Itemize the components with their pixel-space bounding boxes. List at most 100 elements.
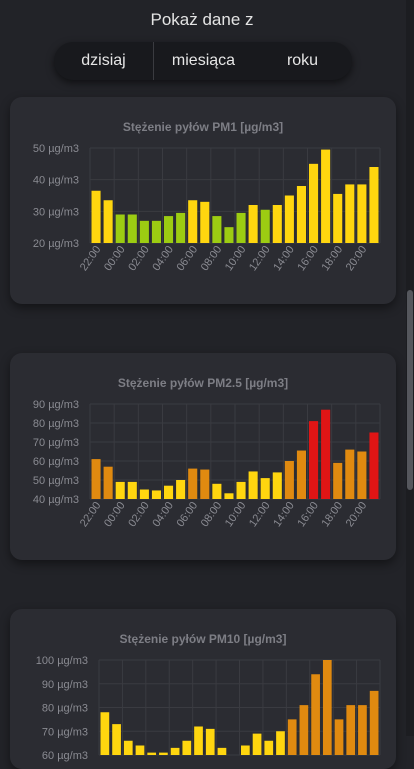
bar-pm10-5[interactable]: [159, 752, 168, 755]
bar-pm1-21[interactable]: [345, 184, 355, 243]
bar-pm25-15[interactable]: [272, 472, 282, 499]
chart-card-pm1: Stężenie pyłów PM1 [µg/m3] 20 µg/m3 30 µg/…: [10, 97, 396, 304]
bar-pm10-3[interactable]: [135, 745, 145, 756]
bar-pm25-17[interactable]: [296, 450, 306, 499]
tab-today[interactable]: dzisiaj: [81, 52, 126, 69]
chart-title-pm25: Stężenie pyłów PM2.5 [µg/m3]: [118, 376, 288, 390]
bar-pm1-22[interactable]: [357, 184, 367, 243]
bar-pm25-3[interactable]: [127, 481, 137, 499]
y-tick-label: 100 µg/m3: [36, 655, 88, 667]
bar-pm10-2[interactable]: [123, 740, 133, 755]
x-tick-label: 10:00: [223, 500, 249, 529]
bar-pm10-13[interactable]: [252, 733, 262, 755]
y-tick-label: 50 µg/m3: [33, 143, 79, 155]
bar-pm10-15[interactable]: [276, 731, 285, 755]
bar-pm25-2[interactable]: [115, 481, 125, 499]
x-tick-label: 18:00: [320, 244, 346, 273]
bar-pm10-8[interactable]: [194, 726, 203, 756]
scrollbar-thumb[interactable]: [407, 290, 413, 490]
bar-pm10-14[interactable]: [264, 740, 274, 755]
bar-pm10-19[interactable]: [322, 660, 332, 755]
bar-pm10-12[interactable]: [241, 745, 250, 756]
bar-pm25-1[interactable]: [103, 466, 113, 499]
bar-pm25-5[interactable]: [151, 490, 161, 499]
chart-pm25: Stężenie pyłów PM2.5 [µg/m3] 40 µg/m3 50 µ…: [33, 376, 381, 529]
bar-pm1-10[interactable]: [212, 216, 222, 243]
bar-pm1-20[interactable]: [333, 193, 343, 243]
bar-pm25-14[interactable]: [260, 478, 270, 499]
bar-pm1-3[interactable]: [127, 214, 137, 244]
bar-pm1-12[interactable]: [236, 212, 246, 243]
bar-pm10-1[interactable]: [112, 724, 121, 755]
bar-pm1-23[interactable]: [369, 167, 379, 243]
bar-pm1-18[interactable]: [309, 163, 319, 243]
bar-pm25-10[interactable]: [212, 483, 222, 499]
bar-pm10-6[interactable]: [170, 747, 180, 755]
x-tick-label: 22:00: [78, 244, 104, 273]
chart-title-pm1: Stężenie pyłów PM1 [µg/m3]: [123, 120, 283, 134]
bar-pm25-11[interactable]: [224, 493, 234, 499]
y-tick-label: 80 µg/m3: [33, 418, 79, 430]
chart-card-pm10: Stężenie pyłów PM10 [µg/m3] 60 µg/m3 70 µg…: [10, 609, 396, 769]
x-tick-label: 22:00: [78, 500, 104, 529]
bar-pm10-10[interactable]: [217, 747, 227, 755]
bar-pm25-0[interactable]: [91, 459, 101, 499]
bar-pm25-23[interactable]: [369, 432, 379, 500]
x-tick-label: 12:00: [247, 500, 273, 529]
bar-pm1-14[interactable]: [260, 209, 270, 243]
bar-pm10-4[interactable]: [147, 752, 157, 755]
bar-pm1-4[interactable]: [139, 220, 149, 243]
bar-pm25-9[interactable]: [200, 469, 210, 499]
bar-pm10-21[interactable]: [346, 705, 356, 755]
bar-pm10-0[interactable]: [100, 712, 110, 755]
x-tick-label: 04:00: [150, 244, 176, 273]
y-tick-label: 50 µg/m3: [33, 475, 79, 487]
bar-pm1-7[interactable]: [176, 212, 186, 243]
tab-year[interactable]: roku: [286, 52, 319, 69]
x-tick-label: 18:00: [320, 500, 346, 529]
bar-pm25-13[interactable]: [248, 471, 258, 499]
scrollbar-track[interactable]: [406, 0, 414, 736]
time-range-selector: dzisiaj miesiąca roku: [54, 42, 352, 80]
tab-month[interactable]: miesiąca: [171, 52, 236, 69]
bar-pm25-18[interactable]: [309, 421, 319, 499]
bar-pm25-19[interactable]: [321, 409, 331, 499]
y-tick-label: 90 µg/m3: [42, 679, 88, 691]
tab-divider: [153, 42, 154, 80]
bar-pm10-22[interactable]: [358, 705, 367, 755]
bar-pm1-19[interactable]: [321, 149, 331, 243]
bar-pm25-7[interactable]: [176, 480, 186, 499]
bar-pm25-8[interactable]: [188, 468, 198, 499]
x-tick-label: 08:00: [199, 500, 225, 529]
bar-pm1-2[interactable]: [115, 214, 125, 244]
y-tick-label: 40 µg/m3: [33, 494, 79, 506]
bar-pm25-12[interactable]: [236, 481, 246, 499]
bar-pm1-6[interactable]: [164, 216, 174, 243]
bar-pm10-18[interactable]: [311, 674, 320, 755]
bar-pm10-7[interactable]: [182, 740, 192, 755]
bar-pm1-5[interactable]: [151, 220, 161, 243]
bar-pm1-15[interactable]: [272, 205, 282, 243]
bar-pm10-16[interactable]: [287, 719, 297, 755]
bar-pm25-22[interactable]: [357, 451, 367, 500]
bar-pm1-1[interactable]: [103, 200, 113, 243]
bar-pm1-16[interactable]: [284, 195, 294, 244]
x-tick-label: 08:00: [199, 244, 225, 273]
bar-pm1-8[interactable]: [188, 200, 198, 243]
bar-pm10-23[interactable]: [369, 690, 379, 755]
bar-pm25-21[interactable]: [345, 449, 355, 499]
bar-pm1-11[interactable]: [224, 227, 234, 243]
bar-pm10-9[interactable]: [205, 728, 215, 755]
bar-pm25-20[interactable]: [333, 462, 343, 499]
bar-pm1-9[interactable]: [200, 201, 210, 243]
bar-pm25-4[interactable]: [139, 489, 149, 500]
x-tick-label: 20:00: [344, 244, 370, 273]
bar-pm1-17[interactable]: [296, 186, 306, 243]
bar-pm1-13[interactable]: [248, 205, 258, 243]
bar-pm10-17[interactable]: [299, 705, 309, 755]
bar-pm25-6[interactable]: [164, 485, 174, 499]
bar-pm1-0[interactable]: [91, 190, 101, 243]
bar-pm10-20[interactable]: [334, 719, 344, 755]
y-tick-label: 70 µg/m3: [33, 437, 79, 449]
bar-pm25-16[interactable]: [284, 461, 294, 499]
